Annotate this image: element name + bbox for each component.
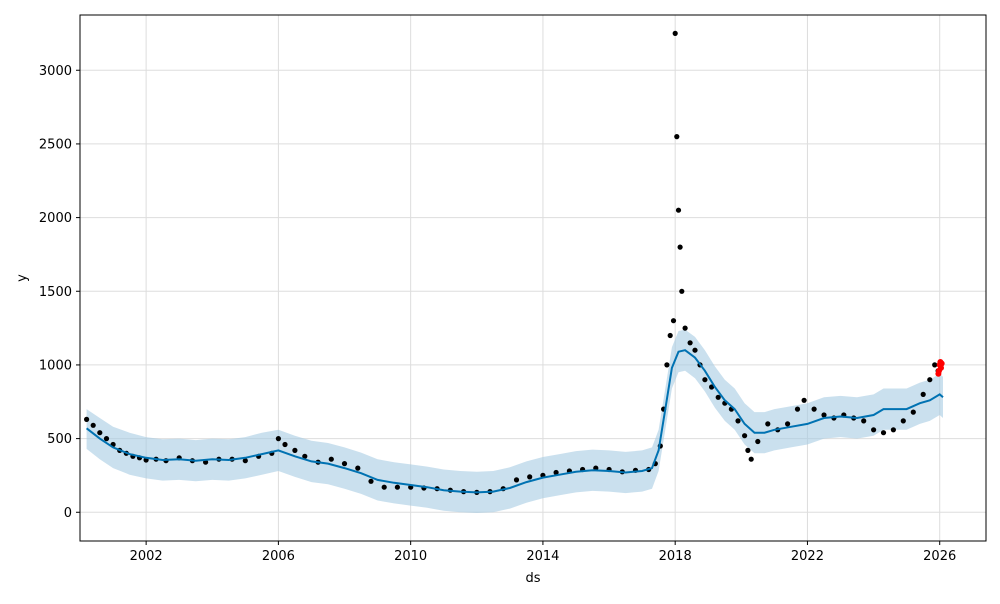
observed-point [675, 207, 682, 213]
observed-point [871, 427, 877, 433]
observed-point [861, 418, 867, 424]
y-tick-label: 2500 [39, 137, 72, 152]
observed-point [702, 377, 708, 383]
observed-point [302, 453, 308, 459]
observed-point [84, 416, 90, 422]
observed-point [275, 436, 281, 442]
observed-point [103, 436, 110, 442]
observed-point [381, 484, 387, 490]
observed-point [748, 456, 754, 462]
y-tick-label: 500 [47, 432, 72, 447]
observed-point [932, 362, 938, 368]
observed-point [242, 458, 248, 464]
observed-point [715, 394, 721, 400]
observed-point [709, 384, 715, 390]
observed-point [920, 391, 926, 397]
observed-point [755, 438, 761, 445]
observed-point [677, 244, 683, 250]
observed-point [292, 447, 298, 453]
x-tick-label: 2022 [791, 549, 824, 564]
observed-point [355, 465, 361, 471]
highlight-points-layer [935, 359, 945, 377]
observed-point [910, 409, 916, 415]
observed-point [742, 433, 748, 439]
observed-point [890, 427, 897, 433]
observed-point [880, 430, 887, 436]
observed-point [553, 469, 559, 476]
x-tick-label: 2026 [923, 549, 956, 564]
tick-layer: 2002 2006 2010 2014 2018 2022 2026 0 500 1000 1500… [39, 64, 956, 564]
y-tick-label: 3000 [39, 64, 72, 79]
observed-point [765, 421, 771, 427]
observed-point [801, 397, 807, 403]
x-tick-label: 2018 [659, 549, 692, 564]
observed-point [674, 134, 680, 140]
y-tick-label: 0 [64, 506, 72, 521]
y-tick-label: 1500 [39, 285, 72, 300]
observed-point [670, 318, 677, 324]
y-tick-label: 2000 [39, 211, 72, 226]
x-axis-label: ds [525, 571, 540, 586]
uncertainty-band [86, 329, 944, 513]
observed-point [667, 332, 673, 339]
uncertainty-layer [86, 329, 944, 513]
observed-point [90, 422, 96, 428]
observed-point [794, 406, 801, 412]
observed-point [900, 418, 906, 424]
x-tick-label: 2006 [262, 549, 295, 564]
highlighted-point [938, 360, 945, 367]
observed-point [687, 340, 693, 346]
y-tick-label: 1000 [39, 358, 72, 373]
grid-layer [80, 15, 986, 541]
observed-point [735, 418, 741, 424]
observed-point [368, 478, 374, 484]
observed-point [328, 456, 334, 462]
x-tick-label: 2002 [130, 549, 163, 564]
observed-point [394, 484, 400, 490]
y-axis-label: y [15, 274, 30, 282]
forecast-line-layer [85, 349, 944, 494]
observed-point [745, 447, 751, 453]
observed-point [679, 288, 685, 294]
observed-point [682, 325, 688, 331]
x-tick-label: 2014 [526, 549, 559, 564]
plot-frame [79, 14, 987, 542]
forecast-line [85, 349, 944, 494]
observed-point [811, 406, 817, 412]
observed-point [785, 421, 791, 427]
highlighted-point [938, 364, 944, 371]
observed-point [927, 377, 933, 383]
observed-point [282, 441, 288, 448]
observed-point [513, 477, 520, 483]
x-tick-label: 2010 [394, 549, 427, 564]
observed-point [527, 474, 533, 480]
observed-point [664, 362, 670, 368]
observed-point [692, 347, 698, 353]
observed-point [97, 430, 103, 436]
observed-point [821, 412, 827, 418]
observed-point [341, 461, 348, 467]
observed-point [672, 30, 678, 36]
